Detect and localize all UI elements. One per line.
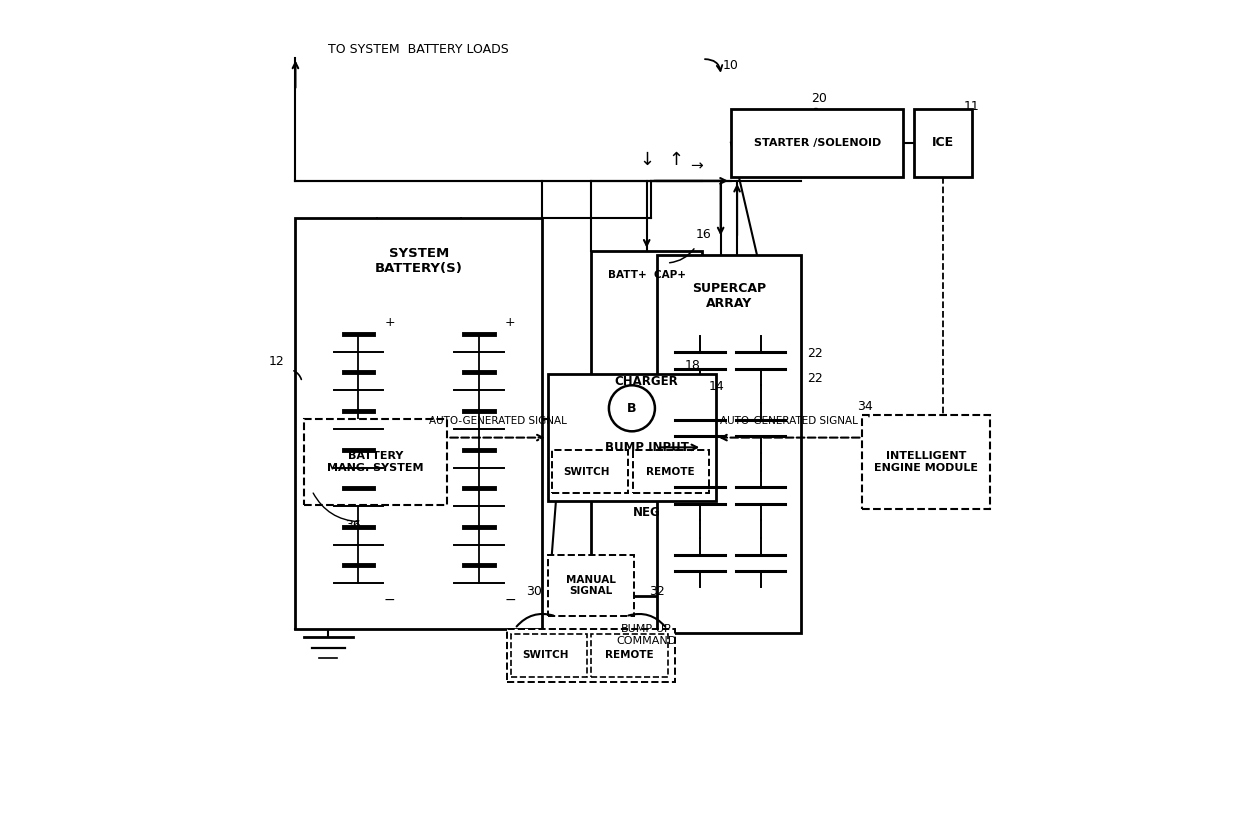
Text: ↑: ↑ xyxy=(668,151,683,169)
Text: −: − xyxy=(505,593,516,607)
Text: TO SYSTEM  BATTERY LOADS: TO SYSTEM BATTERY LOADS xyxy=(329,43,510,56)
Bar xyxy=(591,251,702,596)
Text: +: + xyxy=(505,316,516,330)
Bar xyxy=(730,109,904,177)
Bar xyxy=(862,415,990,510)
Text: −: − xyxy=(383,593,396,607)
Text: 18: 18 xyxy=(684,359,701,372)
Text: 14: 14 xyxy=(709,380,725,393)
Text: NEG: NEG xyxy=(632,506,661,520)
Bar xyxy=(507,628,675,682)
Bar xyxy=(511,633,588,677)
Bar xyxy=(591,633,668,677)
Text: SWITCH: SWITCH xyxy=(563,466,609,476)
Text: INTELLIGENT
ENGINE MODULE: INTELLIGENT ENGINE MODULE xyxy=(874,452,978,473)
Text: AUTO-GENERATED SIGNAL: AUTO-GENERATED SIGNAL xyxy=(720,416,858,426)
Text: 34: 34 xyxy=(857,400,873,413)
Bar xyxy=(552,451,629,493)
Bar xyxy=(548,554,634,617)
Text: REMOTE: REMOTE xyxy=(646,466,694,476)
Text: BUMP-UP
COMMAND: BUMP-UP COMMAND xyxy=(616,624,677,646)
Bar xyxy=(295,217,542,628)
Text: 32: 32 xyxy=(649,585,665,598)
Text: 11: 11 xyxy=(963,100,980,114)
Text: +: + xyxy=(384,316,394,330)
Text: STARTER /SOLENOID: STARTER /SOLENOID xyxy=(754,138,880,148)
Text: BATTERY
MANG. SYSTEM: BATTERY MANG. SYSTEM xyxy=(327,452,424,473)
Text: →: → xyxy=(689,159,703,173)
Text: 16: 16 xyxy=(696,227,712,241)
Text: 22: 22 xyxy=(807,347,822,360)
Bar xyxy=(914,109,972,177)
Text: 20: 20 xyxy=(811,92,827,105)
Text: 22: 22 xyxy=(807,372,822,384)
Text: SUPERCAP
ARRAY: SUPERCAP ARRAY xyxy=(692,282,766,310)
Text: ICE: ICE xyxy=(931,136,954,149)
Text: AUTO-GENERATED SIGNAL: AUTO-GENERATED SIGNAL xyxy=(429,416,567,426)
Text: SWITCH: SWITCH xyxy=(522,651,568,661)
Text: 30: 30 xyxy=(526,585,542,598)
Text: BUMP INPUT: BUMP INPUT xyxy=(605,441,688,454)
Text: REMOTE: REMOTE xyxy=(605,651,653,661)
Bar xyxy=(304,419,448,505)
Text: 10: 10 xyxy=(723,59,739,72)
Text: CHARGER: CHARGER xyxy=(615,375,678,388)
Text: 12: 12 xyxy=(269,355,284,368)
Text: 36: 36 xyxy=(345,520,361,532)
Text: SYSTEM
BATTERY(S): SYSTEM BATTERY(S) xyxy=(374,247,463,275)
Bar xyxy=(657,255,801,632)
Text: MANUAL
SIGNAL: MANUAL SIGNAL xyxy=(565,574,616,596)
Bar xyxy=(548,374,717,501)
Text: ↓: ↓ xyxy=(639,151,655,169)
Text: B: B xyxy=(627,402,636,415)
Bar xyxy=(632,451,709,493)
Text: BATT+  CAP+: BATT+ CAP+ xyxy=(608,271,686,281)
